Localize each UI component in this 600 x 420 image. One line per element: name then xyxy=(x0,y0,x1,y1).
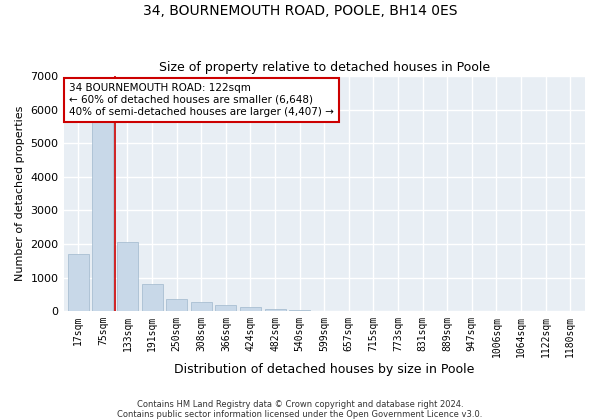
X-axis label: Distribution of detached houses by size in Poole: Distribution of detached houses by size … xyxy=(174,362,475,375)
Bar xyxy=(215,305,236,311)
Bar xyxy=(265,309,286,311)
Y-axis label: Number of detached properties: Number of detached properties xyxy=(15,106,25,281)
Title: Size of property relative to detached houses in Poole: Size of property relative to detached ho… xyxy=(159,61,490,74)
Text: 34 BOURNEMOUTH ROAD: 122sqm
← 60% of detached houses are smaller (6,648)
40% of : 34 BOURNEMOUTH ROAD: 122sqm ← 60% of det… xyxy=(69,84,334,117)
Bar xyxy=(92,118,113,311)
Bar xyxy=(68,254,89,311)
Bar xyxy=(166,299,187,311)
Bar xyxy=(240,307,261,311)
Bar xyxy=(142,284,163,311)
Bar xyxy=(117,242,138,311)
Bar xyxy=(191,302,212,311)
Text: Contains HM Land Registry data © Crown copyright and database right 2024.
Contai: Contains HM Land Registry data © Crown c… xyxy=(118,400,482,419)
Text: 34, BOURNEMOUTH ROAD, POOLE, BH14 0ES: 34, BOURNEMOUTH ROAD, POOLE, BH14 0ES xyxy=(143,4,457,18)
Bar xyxy=(289,310,310,311)
